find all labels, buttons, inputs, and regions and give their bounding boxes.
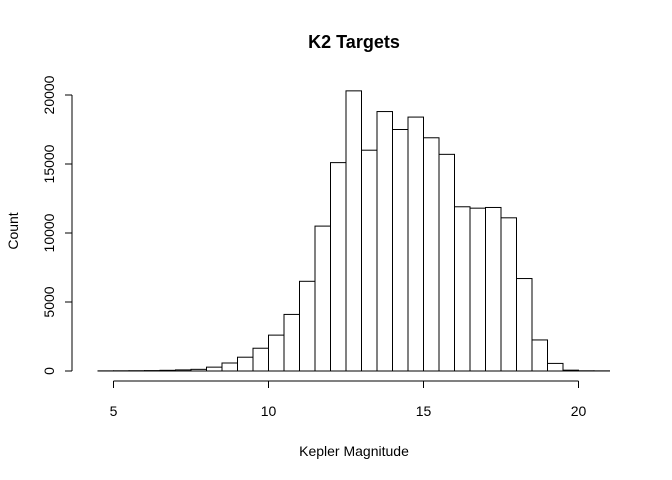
y-axis-label: Count [5, 212, 21, 249]
y-axis: 0 5000 10000 15000 20000 [41, 75, 73, 375]
histogram-bar [345, 90, 362, 372]
y-tick-label: 15000 [41, 144, 57, 183]
chart-title: K2 Targets [308, 32, 400, 52]
histogram-bar [392, 129, 409, 372]
histogram-bar [221, 362, 238, 372]
histogram-bar [423, 137, 440, 372]
x-tick-label: 20 [571, 403, 587, 419]
histogram-bars [97, 90, 610, 372]
histogram-bar [252, 347, 269, 372]
x-tick-label: 15 [416, 403, 432, 419]
histogram-bar [500, 217, 517, 372]
histogram-bar [190, 368, 207, 372]
histogram-bar [485, 206, 502, 372]
histogram-bar [547, 362, 564, 372]
histogram-bar [206, 366, 223, 372]
x-axis-label: Kepler Magnitude [299, 443, 409, 459]
histogram-bar [454, 206, 471, 372]
histogram-bar [361, 149, 378, 372]
histogram-bar [330, 162, 347, 372]
histogram-bar [283, 313, 300, 372]
histogram-bar [237, 356, 254, 372]
histogram-bar [516, 278, 533, 372]
histogram-bar [407, 116, 424, 372]
x-tick-label: 5 [110, 403, 118, 419]
x-axis: 5 10 15 20 [110, 380, 587, 419]
y-tick-label: 10000 [41, 213, 57, 252]
x-tick-label: 10 [261, 403, 277, 419]
histogram-bar [175, 369, 192, 372]
y-tick-label: 5000 [41, 286, 57, 317]
histogram-bar [562, 369, 579, 372]
histogram-bar [469, 207, 486, 372]
histogram-bar [159, 369, 176, 372]
y-tick-label: 20000 [41, 75, 57, 114]
histogram-bar [531, 339, 548, 372]
histogram-bar [299, 280, 316, 372]
histogram-bar [438, 153, 455, 372]
histogram-bar [268, 334, 285, 372]
y-tick-label: 0 [41, 367, 57, 375]
histogram-bar [314, 225, 331, 372]
histogram-bar [376, 111, 393, 372]
